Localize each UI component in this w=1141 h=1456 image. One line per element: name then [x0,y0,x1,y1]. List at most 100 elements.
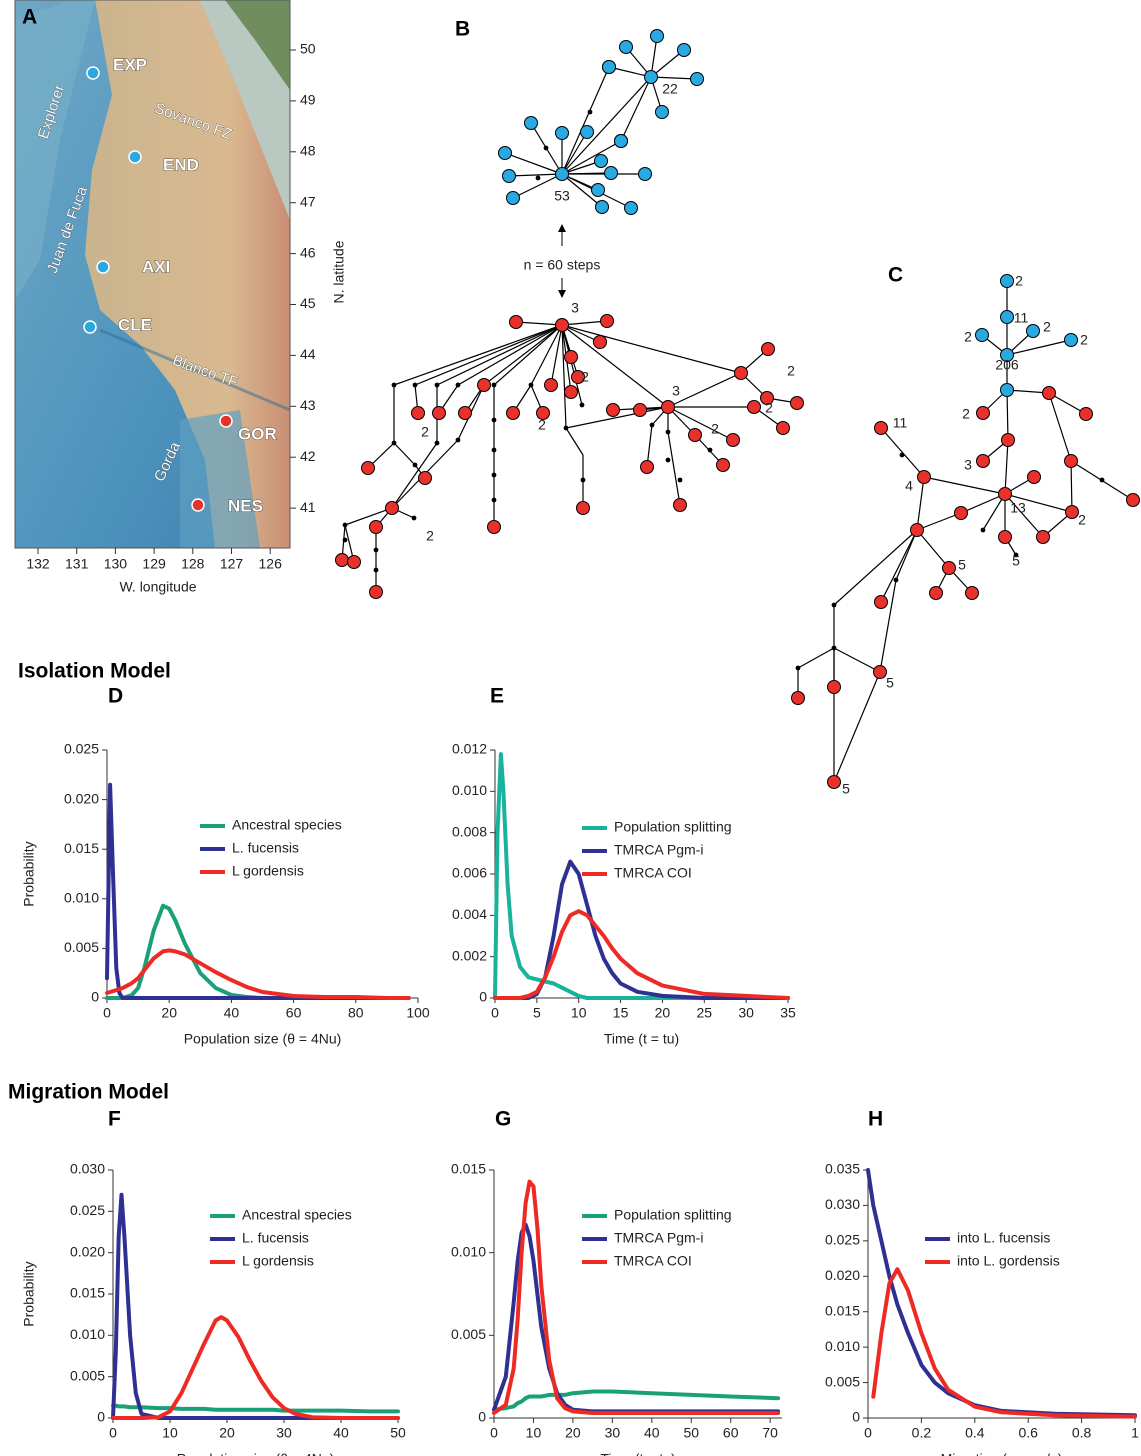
y-tick-label: 0.015 [825,1302,860,1318]
x-axis-title: Time (t = tu) [604,1031,679,1047]
lon-tick-label: 132 [26,556,50,572]
node-label: 2 [1080,332,1088,348]
x-axis-title: Population size (θ = 4Nu) [184,1031,342,1047]
lon-tick-label: 131 [65,556,89,572]
legend-label: Population splitting [614,819,732,835]
figure: n = 60 steps B C Isolation Model Migrati… [0,0,1141,1456]
y-tick-label: 0.010 [452,782,487,798]
haplotype-node [874,666,887,679]
site-label: AXI [142,257,170,276]
network-dot [374,568,379,573]
y-tick-label: 0.005 [64,939,99,955]
haplotype-node [1028,471,1041,484]
node-label: 22 [662,81,678,97]
x-tick-label: 60 [286,1005,302,1021]
x-tick-label: 0 [109,1425,117,1441]
haplotype-node [419,472,432,485]
section-heading: Migration Model [8,1081,169,1104]
network-edge [798,648,834,668]
network-dot [529,383,534,388]
panel-letter: D [108,685,123,708]
x-tick-label: 15 [613,1005,629,1021]
haplotype-node [1043,387,1056,400]
haplotype-node [510,316,523,329]
haplotype-node [386,502,399,515]
network-dot [412,516,417,521]
panel-letter: E [490,685,504,708]
haplotype-node [791,397,804,410]
data-line [495,911,788,998]
node-label: 2 [964,329,972,345]
haplotype-node [594,336,607,349]
haplotype-node [645,71,658,84]
node-label: 2 [711,421,719,437]
network-edge [924,477,1005,494]
network-dot [413,383,418,388]
y-tick-label: 0.025 [825,1232,860,1248]
y-tick-label: 0.015 [64,840,99,856]
haplotype-node [735,367,748,380]
lat-tick-label: 43 [300,397,316,413]
y-tick-label: 0.035 [825,1161,860,1177]
data-line [113,1195,398,1418]
haplotype-node [651,30,664,43]
haplotype-node [999,488,1012,501]
network-dot [581,478,586,483]
x-tick-label: 30 [738,1005,754,1021]
haplotype-node [507,407,520,420]
node-label: 3 [571,300,579,316]
y-tick-label: 0 [478,1409,486,1425]
haplotype-node [977,407,990,420]
lat-tick-label: 47 [300,193,316,209]
lat-tick-label: 41 [300,499,316,515]
haplotype-node [1065,455,1078,468]
haplotype-node [977,455,990,468]
x-tick-label: 25 [696,1005,712,1021]
node-label: 3 [964,457,972,473]
x-tick-label: 35 [780,1005,796,1021]
haplotype-node [748,401,761,414]
y-tick-label: 0.005 [70,1367,105,1383]
haplotype-node [605,167,618,180]
node-label: 53 [554,188,570,204]
network-dot [456,438,461,443]
site-label: NES [228,496,263,515]
haplotype-node [577,502,590,515]
y-tick-label: 0.002 [452,947,487,963]
legend-label: into L. gordensis [957,1253,1060,1269]
haplotype-node [625,202,638,215]
legend-label: TMRCA COI [614,865,692,881]
node-label: 2 [1078,512,1086,528]
network-dot [708,448,713,453]
y-tick-label: 0.015 [451,1161,486,1177]
haplotype-node [1002,434,1015,447]
haplotype-node [918,471,931,484]
y-tick-label: 0.020 [70,1243,105,1259]
x-tick-label: 0 [491,1005,499,1021]
site-label: CLE [118,315,152,334]
steps-label: n = 60 steps [524,257,601,273]
network-edge [1071,461,1072,512]
x-tick-label: 10 [526,1425,542,1441]
y-tick-label: 0.005 [451,1326,486,1342]
data-line [494,1392,778,1410]
x-tick-label: 50 [683,1425,699,1441]
lat-tick-label: 44 [300,346,316,362]
haplotype-node [459,407,472,420]
x-tick-label: 40 [333,1425,349,1441]
x-tick-label: 5 [533,1005,541,1021]
node-label: 2 [1015,273,1023,289]
network-dot [392,441,397,446]
haplotype-node [620,41,633,54]
haplotype-node [955,507,968,520]
y-tick-label: 0.020 [64,790,99,806]
haplotype-node [615,135,628,148]
legend-label: L gordensis [242,1253,314,1269]
x-tick-label: 10 [162,1425,178,1441]
haplotype-node [999,531,1012,544]
node-label: 2 [421,424,429,440]
lat-tick-label: 42 [300,448,316,464]
network-edge [509,174,562,176]
site-marker [87,67,99,79]
x-axis-title: Time (t = tu) [600,1451,675,1456]
